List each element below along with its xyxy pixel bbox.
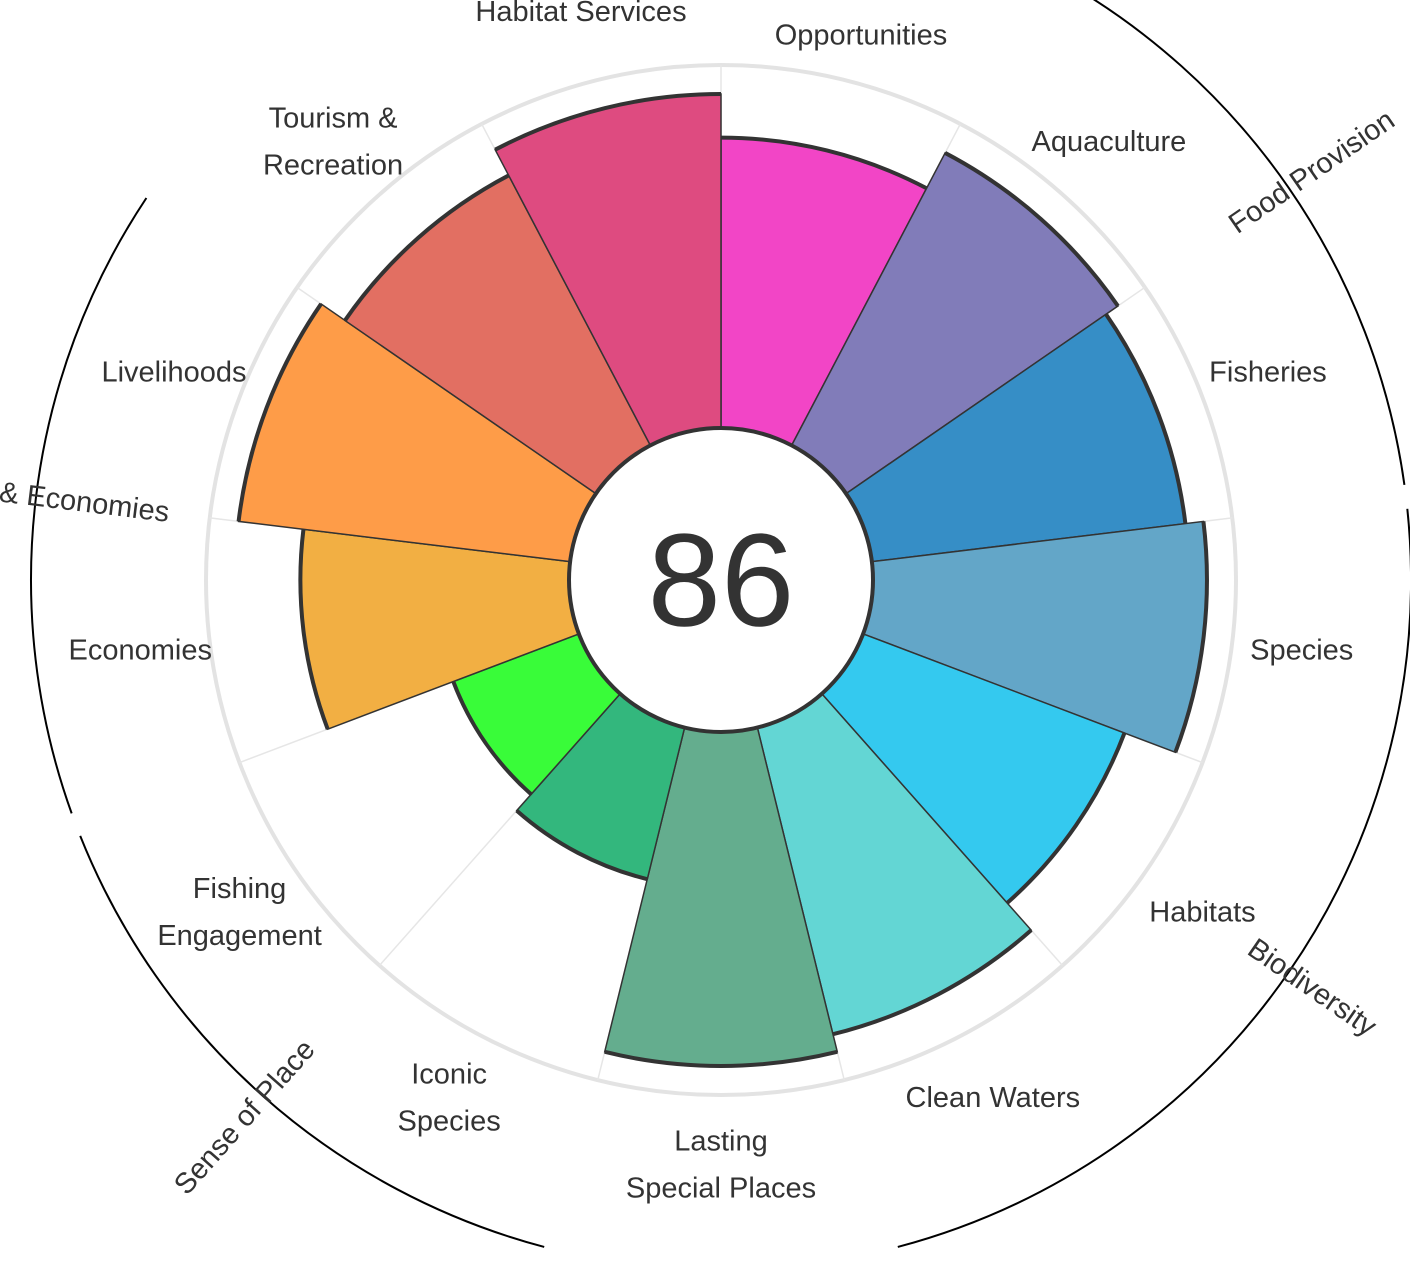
center-score: 86 bbox=[648, 507, 795, 654]
label-aquaculture: Aquaculture bbox=[1032, 126, 1187, 158]
petal-outline-clean-waters bbox=[832, 928, 1033, 1037]
group-arc-food-provision bbox=[1092, 0, 1406, 486]
label-line: Habitat Services bbox=[475, 0, 686, 28]
label-resource-access-opportunities: Resource Access Opportunities bbox=[749, 0, 973, 51]
label-line: Tourism & bbox=[269, 103, 398, 135]
petal-outline-livelihoods bbox=[236, 302, 323, 522]
group-label-food-provision: Food Provision bbox=[1223, 104, 1400, 240]
petal-outline-fishing-engagement bbox=[451, 680, 533, 796]
group-label-biodiversity: Biodiversity bbox=[1242, 933, 1383, 1044]
label-line: Habitats bbox=[1149, 896, 1255, 928]
petal-outline-resource-access-opportunities bbox=[720, 135, 928, 191]
label-line: Fishing bbox=[193, 873, 287, 905]
label-line: Livelihoods bbox=[101, 357, 246, 389]
group-label-livelihoods-and-economies: Livelihoods & Economies bbox=[0, 458, 171, 529]
label-line: Recreation bbox=[263, 150, 403, 182]
center-circle bbox=[567, 426, 875, 734]
petal-outline-lasting-special-places bbox=[604, 1049, 838, 1068]
label-habitat-services: Habitat Services bbox=[475, 0, 686, 28]
label-iconic-species: Iconic Species bbox=[398, 1058, 501, 1137]
petal-outline-aquaculture bbox=[944, 151, 1120, 308]
label-species: Species bbox=[1250, 635, 1353, 667]
label-tourism-and-recreation: Tourism & Recreation bbox=[263, 103, 403, 182]
label-line: Economies bbox=[69, 635, 212, 667]
label-fishing-engagement: Fishing Engagement bbox=[157, 873, 321, 952]
petal-outline-fisheries bbox=[1104, 313, 1188, 524]
label-economies: Economies bbox=[69, 635, 212, 667]
petal-outline-habitats bbox=[1005, 732, 1127, 905]
label-fisheries: Fisheries bbox=[1209, 357, 1327, 389]
label-line: Aquaculture bbox=[1032, 126, 1187, 158]
center-layer: 86 bbox=[567, 426, 875, 734]
label-line: Special Places bbox=[626, 1173, 816, 1205]
petal-outline-economies bbox=[298, 529, 330, 730]
label-habitats: Habitats bbox=[1149, 896, 1255, 928]
label-layer: Resource Access Opportunities Aquaculture F… bbox=[69, 0, 1354, 1205]
label-line: Species bbox=[1250, 635, 1353, 667]
label-line: Lasting bbox=[674, 1126, 768, 1158]
group-arc-sense-of-place bbox=[79, 835, 545, 1248]
label-line: Fisheries bbox=[1209, 357, 1327, 389]
group-label-sense-of-place: Sense of Place bbox=[168, 1034, 321, 1201]
label-line: Engagement bbox=[157, 920, 321, 952]
label-line: Resource Access bbox=[749, 0, 973, 4]
label-line: Species bbox=[398, 1105, 501, 1137]
label-line: Iconic bbox=[411, 1058, 487, 1090]
petal-outline-iconic-species bbox=[515, 809, 648, 882]
group-arc-livelihoods-and-economies bbox=[30, 197, 148, 814]
label-line: Opportunities bbox=[775, 19, 948, 51]
group-arc-biodiversity bbox=[897, 508, 1410, 1248]
petal-outline-tourism-and-recreation bbox=[343, 173, 510, 322]
label-line: Clean Waters bbox=[906, 1082, 1081, 1114]
label-clean-waters: Clean Waters bbox=[906, 1082, 1081, 1114]
label-lasting-special-places: Lasting Special Places bbox=[626, 1126, 816, 1205]
petal-outline-habitat-services bbox=[494, 92, 722, 152]
label-livelihoods: Livelihoods bbox=[101, 357, 246, 389]
petal-outline-species bbox=[1173, 521, 1209, 754]
